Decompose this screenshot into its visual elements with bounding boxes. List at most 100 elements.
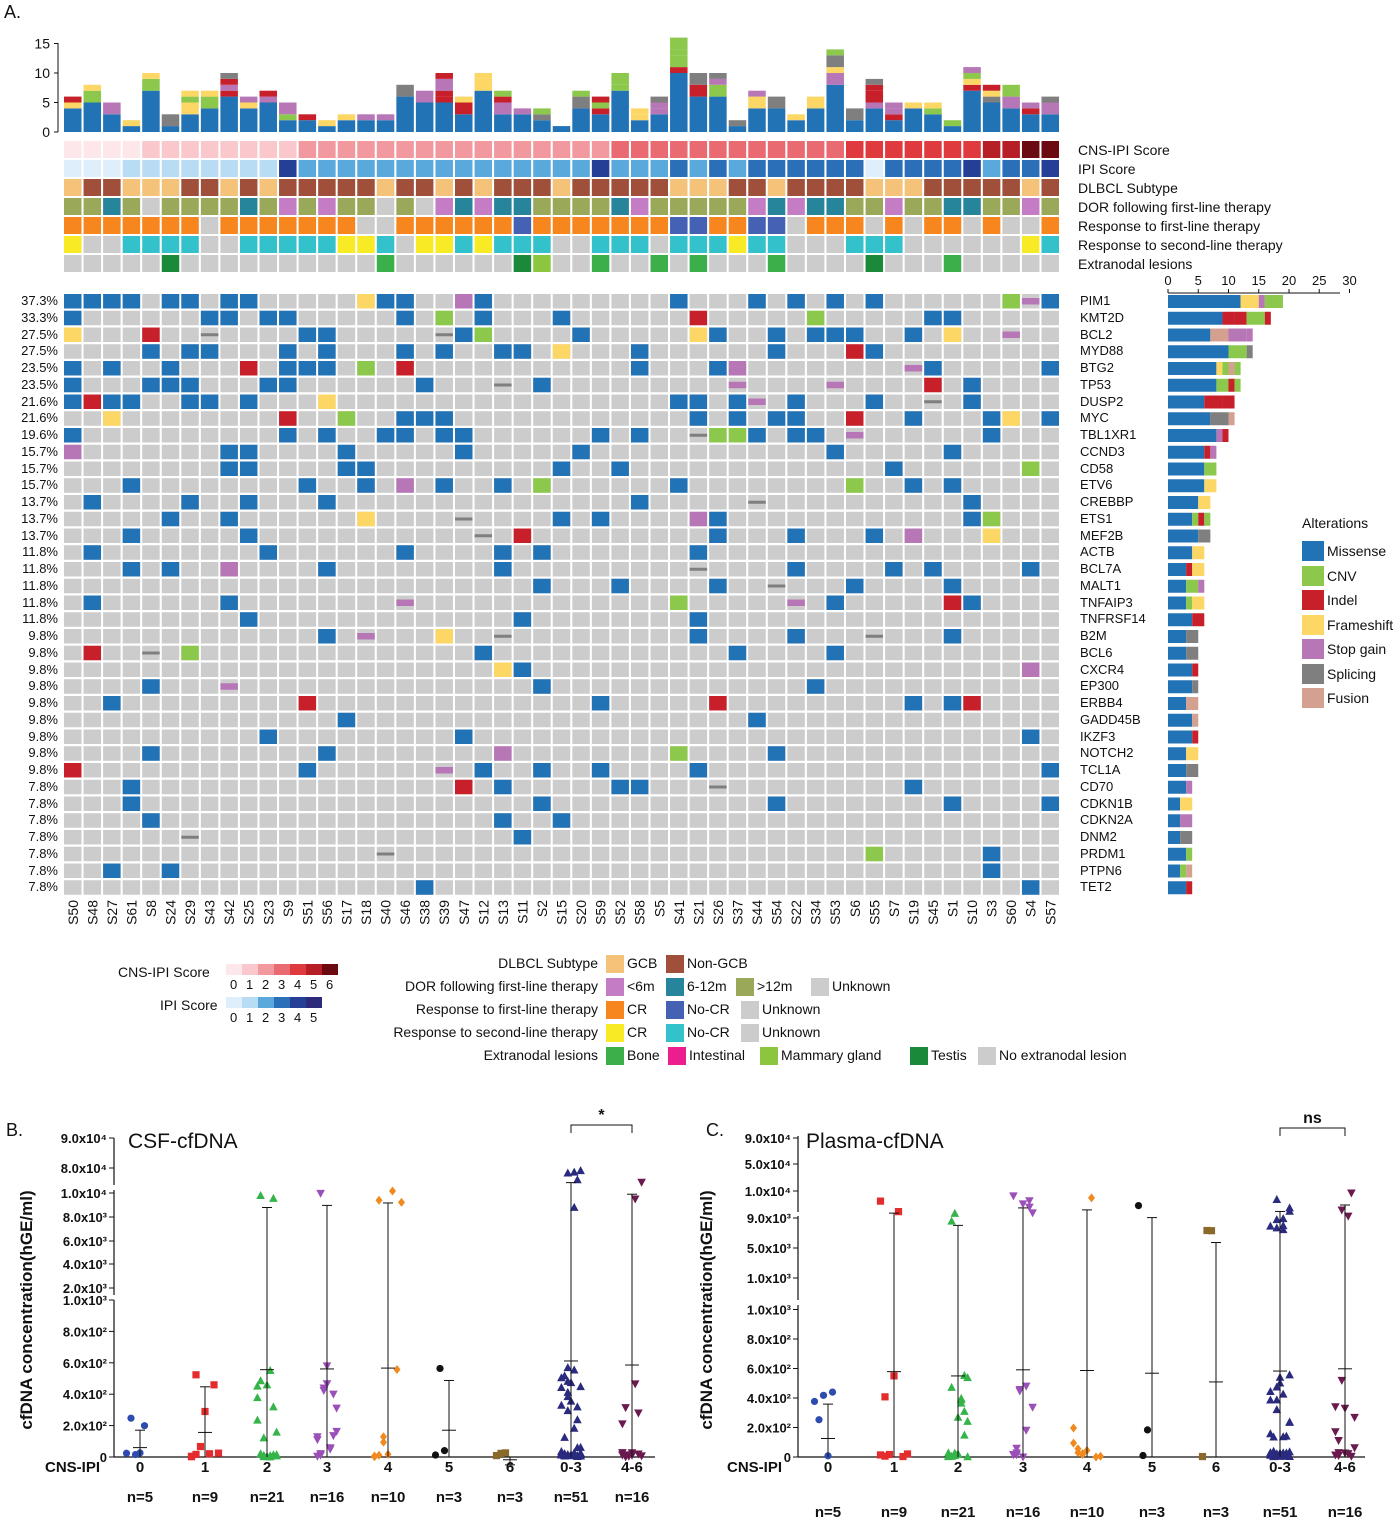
gene-name: ACTB xyxy=(1080,544,1115,560)
grid-cell xyxy=(103,662,121,677)
grid-cell xyxy=(533,310,551,326)
grid-cell xyxy=(376,495,395,510)
data-point xyxy=(1021,1426,1031,1435)
ipi-legend-swatch xyxy=(274,997,290,1008)
grid-cell xyxy=(494,411,512,426)
side-bar-segment xyxy=(1186,780,1193,794)
mutation-mark xyxy=(64,327,82,342)
grid-cell xyxy=(239,846,258,862)
grid-cell xyxy=(83,880,102,895)
grid-cell xyxy=(318,310,336,326)
mutation-mark xyxy=(533,763,551,778)
grid-cell xyxy=(826,763,844,778)
grid-cell xyxy=(161,428,180,443)
grid-cell xyxy=(591,612,610,627)
grid-cell xyxy=(1021,528,1040,543)
grid-cell xyxy=(142,310,160,326)
grid-cell xyxy=(826,511,844,527)
grid-cell xyxy=(161,310,180,326)
grid-cell xyxy=(435,612,453,627)
grid-cell xyxy=(122,763,141,778)
grid-cell xyxy=(318,294,336,309)
annotation-cell xyxy=(552,255,571,272)
grid-cell xyxy=(455,411,473,426)
grid-cell xyxy=(650,846,668,862)
mutation-mark xyxy=(181,394,199,409)
grid-cell xyxy=(630,461,649,476)
annotation-cell xyxy=(924,255,942,272)
grid-cell xyxy=(885,746,903,761)
grid-cell xyxy=(122,645,141,661)
grid-cell xyxy=(376,344,395,359)
grid-cell xyxy=(1041,562,1059,577)
gene-pct: 11.8% xyxy=(22,611,58,627)
mutation-mark xyxy=(83,495,102,510)
grid-cell xyxy=(435,511,453,527)
grid-cell xyxy=(689,729,708,744)
grid-cell xyxy=(1021,511,1040,527)
y-tick-label: 6.0x10³ xyxy=(63,1234,108,1249)
top-bar-segment xyxy=(748,96,766,109)
grid-cell xyxy=(181,729,199,744)
grid-cell xyxy=(982,495,1001,510)
grid-cell xyxy=(415,712,434,728)
grid-cell xyxy=(259,595,277,610)
annotation-cell xyxy=(806,160,825,177)
n-label: n=21 xyxy=(250,1489,285,1506)
side-axis-tick: 15 xyxy=(1252,273,1266,288)
annotation-cell xyxy=(689,141,708,158)
mutation-mark xyxy=(337,444,356,460)
top-bar-segment xyxy=(337,114,356,121)
annotation-cell xyxy=(298,160,317,177)
grid-cell xyxy=(787,796,805,811)
grid-cell xyxy=(64,746,82,761)
grid-cell xyxy=(83,461,102,476)
grid-cell xyxy=(64,511,82,527)
grid-cell xyxy=(142,863,160,878)
annotation-cell xyxy=(103,198,121,215)
grid-cell xyxy=(846,562,864,577)
subtype-legend-title: DLBCL Subtype xyxy=(498,955,598,971)
grid-cell xyxy=(494,511,512,527)
grid-cell xyxy=(200,528,219,543)
y-tick-label: 1.0x10³ xyxy=(747,1271,792,1286)
annotation-cell xyxy=(611,141,629,158)
grid-cell xyxy=(767,679,786,694)
annotation-cell xyxy=(846,255,864,272)
category-points xyxy=(1134,1202,1152,1460)
grid-cell xyxy=(611,629,629,644)
grid-cell xyxy=(122,428,141,443)
gene-pct: 9.8% xyxy=(28,628,58,643)
grid-cell xyxy=(767,511,786,527)
annotation-cell xyxy=(1041,198,1059,215)
grid-cell xyxy=(474,813,493,828)
grid-cell xyxy=(826,880,844,895)
grid-cell xyxy=(728,545,747,560)
sample-label: S37 xyxy=(729,900,745,925)
annotation-cell xyxy=(963,255,981,272)
grid-cell xyxy=(709,377,727,393)
annotation-cell xyxy=(806,198,825,215)
grid-cell xyxy=(474,746,493,761)
mutation-mark xyxy=(435,629,453,644)
grid-cell xyxy=(865,662,884,677)
grid-cell xyxy=(357,796,375,811)
y-tick-label: 0 xyxy=(100,1450,107,1465)
data-point xyxy=(205,1450,214,1458)
grid-cell xyxy=(572,495,590,510)
grid-cell xyxy=(200,712,219,728)
error-bar xyxy=(1145,1217,1159,1457)
grid-cell xyxy=(318,478,336,493)
grid-cell xyxy=(826,310,844,326)
grid-cell xyxy=(611,863,629,878)
grid-cell xyxy=(1002,344,1020,359)
mutation-mark xyxy=(142,344,160,359)
dor-swatch xyxy=(666,978,684,996)
grid-cell xyxy=(64,461,82,476)
grid-cell xyxy=(963,294,981,309)
annotation-cell xyxy=(728,198,747,215)
top-bar-segment xyxy=(239,108,258,132)
grid-cell xyxy=(630,294,649,309)
mutation-mark xyxy=(689,545,708,560)
mutation-mark xyxy=(220,444,238,460)
